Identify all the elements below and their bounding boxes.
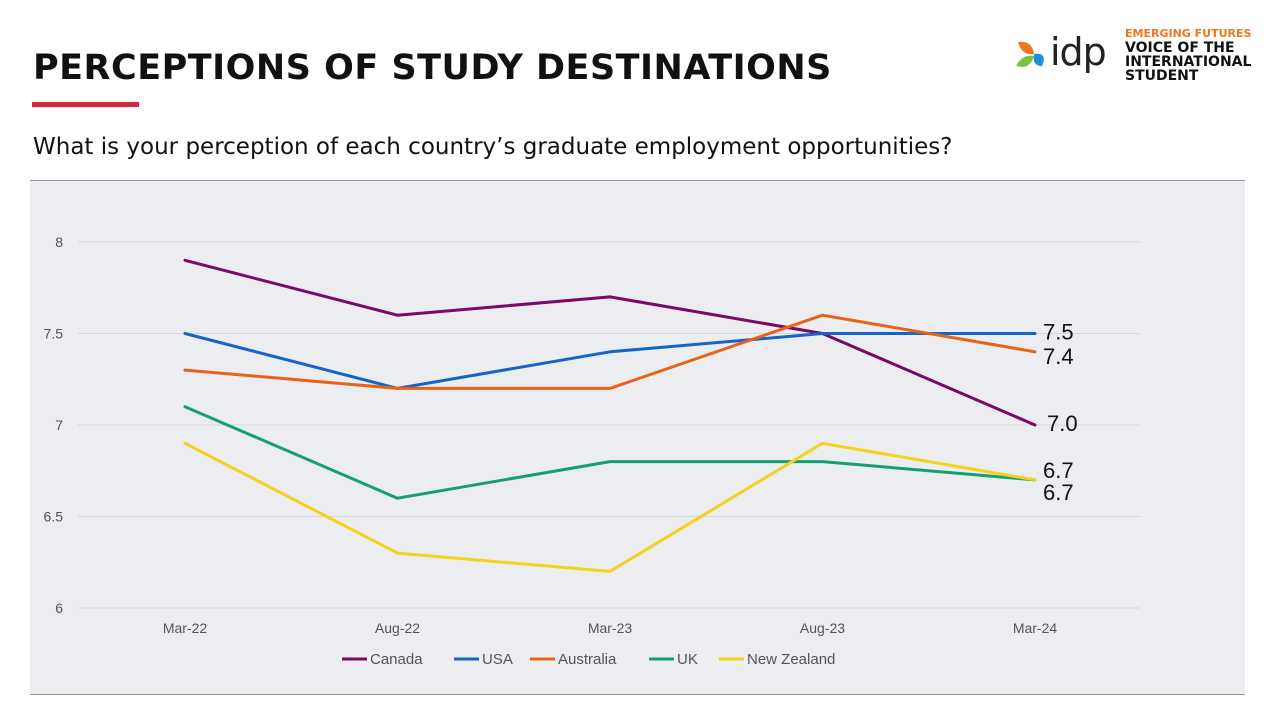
y-tick-label: 6 xyxy=(55,600,63,616)
brand-line: INTERNATIONAL xyxy=(1125,54,1252,70)
x-tick-label: Mar-24 xyxy=(1013,620,1058,636)
brand-block: EMERGING FUTURES VOICE OF THE INTERNATIO… xyxy=(1125,27,1251,83)
end-value-label: 6.7 xyxy=(1043,480,1074,505)
line-chart: 6 6.5 7 7.5 8 Mar-22 Aug-22 Mar-23 Aug-23 Mar-24 7… xyxy=(44,234,1140,668)
legend-label: UK xyxy=(677,651,698,668)
page-title: PERCEPTIONS OF STUDY DESTINATIONS xyxy=(33,48,832,88)
legend-label: Australia xyxy=(558,651,617,668)
end-value-label: 7.0 xyxy=(1047,411,1078,436)
legend-label: Canada xyxy=(370,651,423,668)
chart-question: What is your perception of each country’… xyxy=(33,134,953,160)
series-line-usa xyxy=(183,332,1037,390)
series-line-australia xyxy=(183,313,1037,390)
logo-idp-text: idp xyxy=(1050,30,1107,74)
x-tick-label: Mar-22 xyxy=(163,620,208,636)
end-value-label: 7.5 xyxy=(1043,320,1074,345)
brand-line: VOICE OF THE xyxy=(1125,40,1235,56)
y-tick-label: 6.5 xyxy=(44,509,64,525)
y-tick-label: 7.5 xyxy=(44,326,64,342)
y-tick-label: 7 xyxy=(55,417,63,433)
chart-panel: 6 6.5 7 7.5 8 Mar-22 Aug-22 Mar-23 Aug-23 Mar-24 7… xyxy=(30,180,1245,695)
end-value-label: 7.4 xyxy=(1043,344,1074,369)
x-tick-label: Mar-23 xyxy=(588,620,633,636)
series-line-uk xyxy=(183,405,1037,500)
idp-logo: idp EMERGING FUTURES VOICE OF THE INTERN… xyxy=(1012,26,1262,86)
end-value-label: 6.7 xyxy=(1043,458,1074,483)
brand-line: STUDENT xyxy=(1125,68,1199,84)
brand-small-line: EMERGING FUTURES xyxy=(1125,27,1252,40)
title-underline xyxy=(32,102,139,107)
legend-label: New Zealand xyxy=(747,651,835,668)
y-tick-label: 8 xyxy=(55,234,63,250)
series-line-new-zealand xyxy=(183,441,1037,573)
x-tick-label: Aug-23 xyxy=(800,620,845,636)
idp-logo-mark-icon xyxy=(1016,41,1044,67)
series-line-canada xyxy=(183,258,1037,427)
legend-label: USA xyxy=(482,651,513,668)
x-tick-label: Aug-22 xyxy=(375,620,420,636)
